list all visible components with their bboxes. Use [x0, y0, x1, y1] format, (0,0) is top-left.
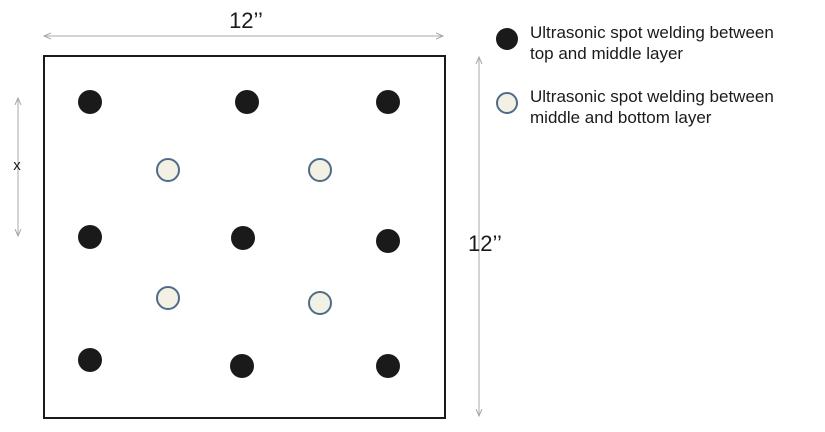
weld-spot-top-middle — [230, 354, 254, 378]
solid-circle-icon — [496, 28, 518, 50]
spacing-dimension-label: x — [13, 157, 21, 174]
height-dimension-label: 12’’ — [468, 231, 502, 256]
legend-item-top-middle: Ultrasonic spot welding between top and … — [496, 22, 825, 86]
weld-spot-top-middle — [235, 90, 259, 114]
weld-spot-middle-bottom — [308, 291, 332, 315]
weld-spot-top-middle — [376, 229, 400, 253]
weld-spot-top-middle — [376, 90, 400, 114]
weld-spot-top-middle — [78, 225, 102, 249]
weld-spot-top-middle — [78, 90, 102, 114]
legend-item-middle-bottom: Ultrasonic spot welding between middle a… — [496, 86, 825, 150]
panel-outline — [43, 55, 446, 419]
hollow-circle-icon — [496, 92, 518, 114]
legend-label-middle-bottom: Ultrasonic spot welding between middle a… — [530, 87, 774, 127]
top-middle-welds — [78, 90, 400, 378]
legend: Ultrasonic spot welding between top and … — [496, 22, 825, 150]
width-dimension-label: 12’’ — [229, 8, 263, 33]
weld-spot-middle-bottom — [156, 286, 180, 310]
weld-spot-top-middle — [78, 348, 102, 372]
legend-label-top-middle: Ultrasonic spot welding between top and … — [530, 23, 774, 63]
middle-bottom-welds — [156, 158, 332, 315]
weld-spot-middle-bottom — [308, 158, 332, 182]
weld-spot-top-middle — [376, 354, 400, 378]
weld-spot-top-middle — [231, 226, 255, 250]
weld-spot-middle-bottom — [156, 158, 180, 182]
